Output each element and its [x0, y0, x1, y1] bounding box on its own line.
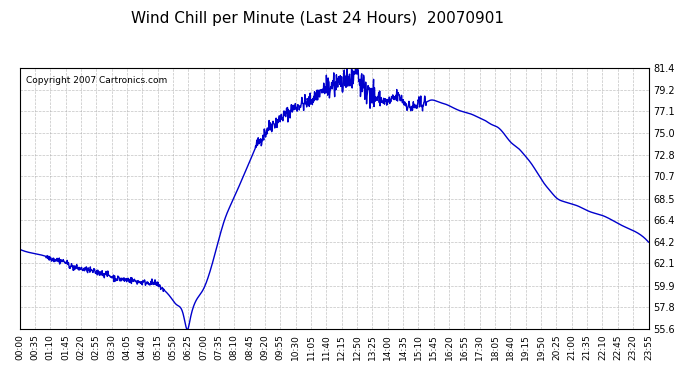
Text: Copyright 2007 Cartronics.com: Copyright 2007 Cartronics.com	[26, 76, 167, 85]
Text: Wind Chill per Minute (Last 24 Hours)  20070901: Wind Chill per Minute (Last 24 Hours) 20…	[131, 11, 504, 26]
